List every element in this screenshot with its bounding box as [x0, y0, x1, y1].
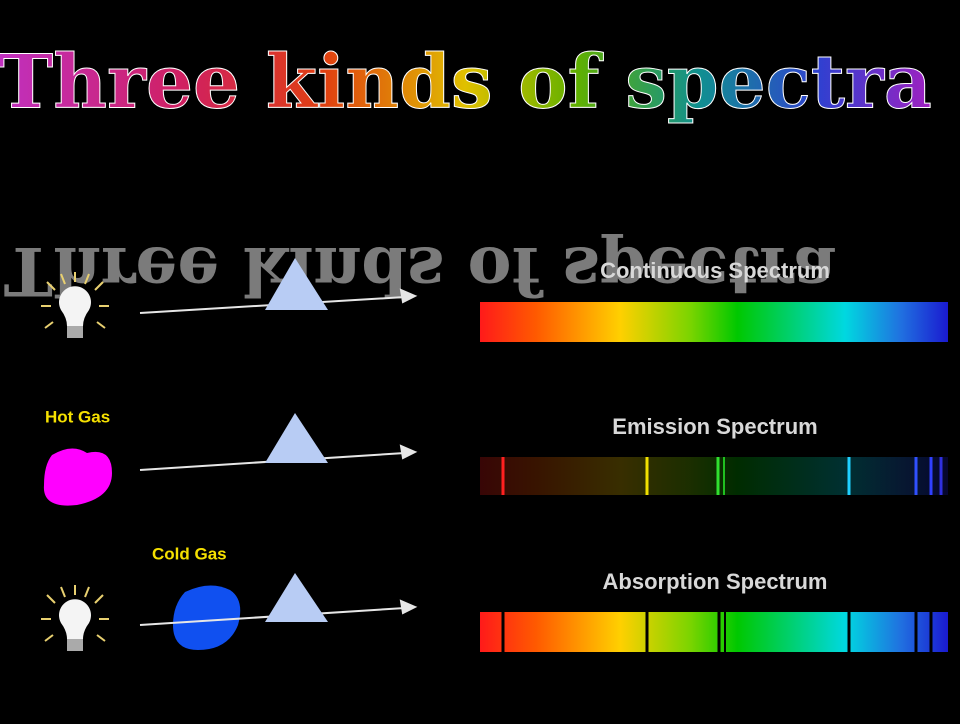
spectrum-label: Absorption Spectrum — [603, 569, 828, 594]
hot-gas — [43, 448, 112, 506]
continuous-spectrum — [480, 302, 948, 342]
prism — [265, 258, 328, 310]
prism — [265, 573, 328, 622]
spectrum-label: Continuous Spectrum — [600, 258, 830, 283]
cold-gas — [173, 585, 241, 650]
title: Three kinds of spectra — [0, 40, 932, 126]
prism — [265, 413, 328, 463]
light-bulb — [40, 584, 110, 652]
spectrum-label: Emission Spectrum — [612, 414, 817, 439]
emission-spectrum — [480, 457, 948, 495]
title-reflection: Three kinds of spectra — [4, 232, 837, 310]
source-label: Cold Gas — [152, 544, 227, 563]
absorption-spectrum — [480, 612, 948, 652]
source-label: Hot Gas — [45, 407, 110, 426]
